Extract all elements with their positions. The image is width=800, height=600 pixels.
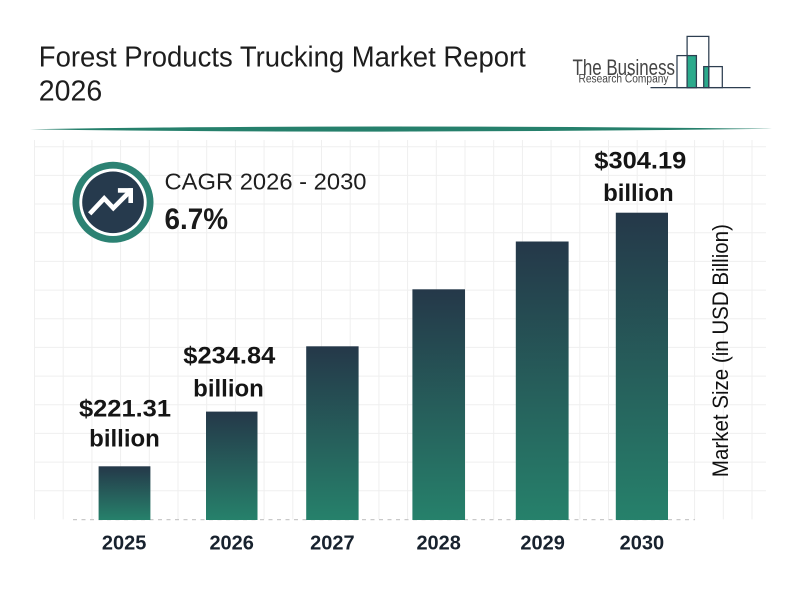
- svg-text:billion: billion: [193, 375, 264, 402]
- svg-text:Research Company: Research Company: [579, 74, 669, 86]
- svg-text:billion: billion: [603, 180, 674, 207]
- svg-text:2028: 2028: [416, 532, 461, 554]
- svg-text:2026: 2026: [209, 532, 254, 554]
- svg-text:$234.84: $234.84: [183, 343, 276, 370]
- svg-text:6.7%: 6.7%: [165, 203, 229, 236]
- svg-text:2030: 2030: [620, 532, 665, 554]
- svg-text:2025: 2025: [102, 532, 147, 554]
- svg-text:billion: billion: [89, 425, 160, 452]
- svg-text:2027: 2027: [310, 532, 355, 554]
- svg-text:The Business: The Business: [573, 55, 676, 80]
- svg-text:2026: 2026: [39, 75, 102, 107]
- svg-text:2029: 2029: [520, 532, 565, 554]
- svg-text:$304.19: $304.19: [594, 148, 686, 175]
- svg-text:CAGR 2026 - 2030: CAGR 2026 - 2030: [165, 169, 367, 195]
- svg-text:$221.31: $221.31: [79, 395, 171, 422]
- svg-text:Market Size (in USD Billion): Market Size (in USD Billion): [708, 224, 733, 477]
- svg-text:Forest Products Trucking Marke: Forest Products Trucking Market Report: [39, 41, 526, 73]
